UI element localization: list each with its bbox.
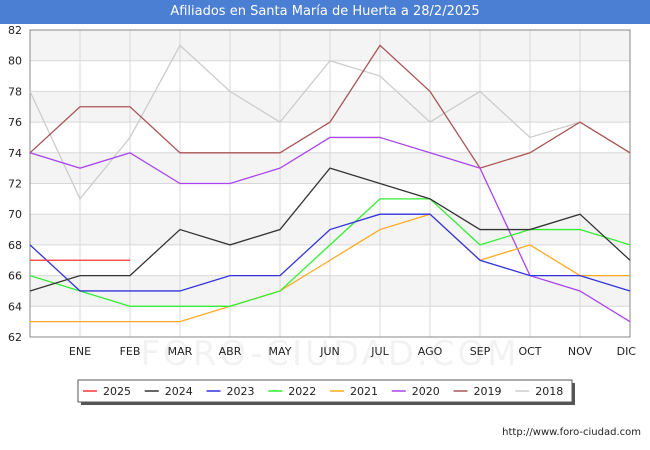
- y-tick-label: 76: [8, 116, 22, 129]
- series-line-2019: [29, 44, 631, 169]
- y-tick-label: 72: [8, 178, 22, 191]
- x-tick-label: FEB: [120, 345, 141, 358]
- y-tick-label: 68: [8, 239, 22, 252]
- y-tick-label: 74: [8, 147, 22, 160]
- legend-label-2024: 2024: [165, 385, 193, 398]
- y-axis-ticks: 62 64 66 68 70 72 74 76 78 80 82: [8, 24, 22, 344]
- plot-frame: [29, 29, 631, 338]
- legend-label-2021: 2021: [350, 385, 378, 398]
- x-tick-label: DIC: [617, 345, 637, 358]
- x-tick-label: OCT: [518, 345, 541, 358]
- y-tick-label: 82: [8, 24, 22, 37]
- x-tick-label: ENE: [69, 345, 91, 358]
- x-tick-label: ABR: [219, 345, 242, 358]
- legend-label-2020: 2020: [412, 385, 440, 398]
- y-tick-label: 70: [8, 208, 22, 221]
- series-line-2024: [29, 167, 631, 292]
- x-tick-label: JUL: [370, 345, 389, 358]
- x-tick-label: MAR: [168, 345, 193, 358]
- series-lines: [29, 44, 631, 323]
- y-tick-label: 64: [8, 300, 22, 313]
- legend-label-2023: 2023: [227, 385, 255, 398]
- legend-box: [77, 379, 573, 403]
- legend-label-2019: 2019: [474, 385, 502, 398]
- legend-label-2018: 2018: [535, 385, 563, 398]
- legend: 2025 2024 2023 2022 2021 2020 2019 2018: [77, 379, 575, 405]
- y-tick-label: 62: [8, 331, 22, 344]
- x-tick-label: MAY: [269, 345, 292, 358]
- legend-label-2022: 2022: [288, 385, 316, 398]
- x-axis-ticks: ENE FEB MAR ABR MAY JUN JUL AGO SEP OCT NOV DIC: [69, 345, 636, 358]
- series-line-2021: [30, 213, 630, 323]
- x-tick-label: SEP: [470, 345, 491, 358]
- y-tick-label: 78: [8, 85, 22, 98]
- watermark: FORO-CIUDAD.COM: [140, 334, 519, 374]
- y-tick-label: 80: [8, 55, 22, 68]
- x-tick-label: AGO: [418, 345, 443, 358]
- y-tick-label: 66: [8, 270, 22, 283]
- chart-title: Afiliados en Santa María de Huerta a 28/…: [0, 0, 650, 24]
- series-line-2018: [29, 44, 631, 201]
- x-tick-label: JUN: [319, 345, 340, 358]
- legend-label-2025: 2025: [103, 385, 131, 398]
- series-line-2023: [29, 213, 631, 292]
- x-tick-label: NOV: [568, 345, 593, 358]
- source-url: http://www.foro-ciudad.com: [502, 427, 641, 438]
